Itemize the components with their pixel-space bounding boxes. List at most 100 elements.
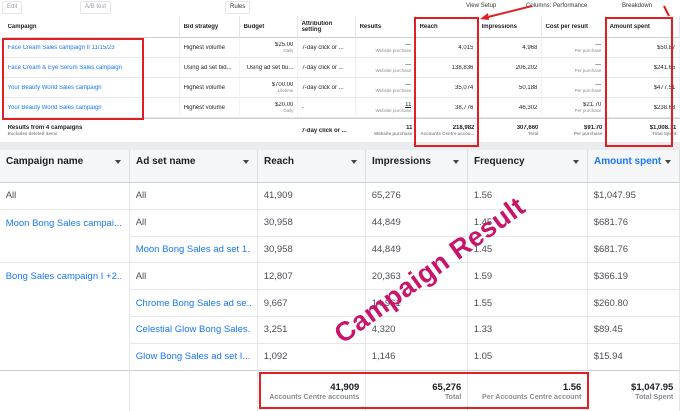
cell-subtext: Per purchase bbox=[574, 88, 602, 93]
cell-text: — bbox=[595, 62, 602, 68]
cell: $21.70 Per purchase bbox=[542, 98, 606, 118]
breakdown-label: Breakdown bbox=[622, 3, 653, 9]
columns-button[interactable]: Columns: Performance bbox=[522, 1, 592, 12]
cell-text: 35,074 bbox=[455, 84, 474, 91]
dropdown-icon[interactable] bbox=[243, 160, 249, 164]
edit-label: Edit bbox=[7, 4, 18, 10]
cell: All bbox=[130, 263, 258, 291]
cell: 1,146 bbox=[366, 343, 468, 371]
cell-text: 1.05 bbox=[473, 351, 493, 363]
cell: 3,251 bbox=[258, 317, 366, 344]
cell: 38,776 bbox=[416, 98, 478, 118]
cell-text: $681.76 bbox=[593, 217, 629, 229]
ab-test-label: A/B test bbox=[85, 4, 107, 10]
cell-subtext: Per Accounts Centre account bbox=[482, 392, 582, 401]
breakdown-button[interactable]: Breakdown bbox=[618, 1, 657, 12]
cell: — Per purchase bbox=[542, 58, 606, 78]
cell: All bbox=[0, 183, 130, 210]
cell bbox=[180, 118, 240, 142]
cell: All bbox=[130, 209, 258, 237]
cell: 30,958 bbox=[258, 236, 366, 264]
cell bbox=[0, 236, 130, 264]
cell-text: $1,047.95 bbox=[631, 381, 674, 393]
cell-text: Attribution setting bbox=[301, 20, 333, 33]
cell: 44,849 bbox=[366, 209, 468, 237]
dropdown-icon[interactable] bbox=[665, 160, 671, 164]
cell-text: 1.45 bbox=[473, 217, 493, 229]
dropdown-icon[interactable] bbox=[453, 160, 459, 164]
cell: $241.65 bbox=[606, 58, 680, 78]
cell-subtext: Per purchase bbox=[574, 68, 602, 73]
cell: 4,320 bbox=[366, 317, 468, 344]
cell-text: 1.59 bbox=[473, 270, 493, 282]
cell: 1,092 bbox=[258, 343, 366, 371]
cell-text: Glow Bong Sales ad set I... bbox=[135, 351, 251, 363]
cell-text: — bbox=[595, 82, 602, 88]
cell: 1.33 bbox=[468, 317, 588, 344]
cell-text: 7-day click or ... bbox=[301, 44, 344, 51]
cell-text: $700.00 bbox=[271, 82, 294, 88]
dropdown-icon[interactable] bbox=[351, 160, 357, 164]
cell: Reach bbox=[416, 16, 478, 38]
cell: Amount spent bbox=[606, 16, 680, 38]
cell: 65,276 bbox=[366, 183, 468, 210]
cell-subtext: Website purchase bbox=[375, 88, 412, 93]
cell-subtext: Website purchase bbox=[375, 48, 412, 53]
cell: 11 Website purchase bbox=[356, 118, 416, 142]
cell-text: Moon Bong Sales ad set 1... bbox=[135, 243, 252, 255]
cell: $260.80 bbox=[588, 290, 680, 317]
cell-text: 1,146 bbox=[371, 351, 396, 363]
dropdown-icon[interactable] bbox=[573, 160, 579, 164]
cell: 1.59 bbox=[468, 263, 588, 291]
dropdown-icon[interactable] bbox=[115, 160, 121, 164]
cell: $91.70 Per purchase bbox=[542, 118, 606, 142]
cell: 35,074 bbox=[416, 78, 478, 98]
ab-test-button[interactable]: A/B test bbox=[80, 1, 112, 14]
cell-text: Using ad set bu... bbox=[246, 64, 294, 71]
cell-text: — bbox=[405, 82, 412, 88]
cell-text: Reach bbox=[264, 156, 295, 167]
cell-subtext: Website purchase bbox=[375, 108, 412, 113]
cell-subtext: Total bbox=[527, 131, 539, 136]
cell-subtext: Total Spent bbox=[652, 131, 677, 136]
cell bbox=[0, 290, 130, 317]
cell-text: 9,667 bbox=[263, 297, 288, 309]
cell-text: 44,849 bbox=[371, 217, 401, 229]
cell-text: 4,968 bbox=[522, 44, 538, 51]
cell: Bid strategy bbox=[180, 16, 240, 38]
cell-text: All bbox=[135, 190, 147, 202]
cell: Celestial Glow Bong Sales... bbox=[130, 317, 258, 344]
cell: Glow Bong Sales ad set I... bbox=[130, 343, 258, 371]
cell: 7-day click or ... bbox=[298, 78, 356, 98]
view-setup[interactable]: View Setup bbox=[462, 1, 501, 12]
cell-subtext: Website purchase bbox=[375, 68, 412, 73]
cell-text: 46,302 bbox=[519, 104, 538, 111]
cell-text: 65,276 bbox=[432, 381, 462, 393]
rules-button[interactable]: Rules bbox=[225, 1, 251, 14]
cell-subtext: Accounts Centre accou... bbox=[420, 131, 475, 136]
cell: 206,202 bbox=[478, 58, 542, 78]
cell-text: Reach bbox=[419, 23, 438, 30]
cell-text: 41,909 bbox=[330, 381, 360, 393]
cell: $366.19 bbox=[588, 263, 680, 291]
cell-text: 12,807 bbox=[263, 270, 293, 282]
cell-subtext: Per purchase bbox=[574, 48, 602, 53]
cell-text: $477.51 bbox=[653, 84, 676, 91]
cell-text: Face Cream Sales campaign II 11/15/23 bbox=[7, 44, 115, 51]
cell: Budget bbox=[240, 16, 298, 38]
edit-button[interactable]: Edit bbox=[2, 1, 23, 14]
cell-text: 4,015 bbox=[458, 44, 474, 51]
cell-text: — bbox=[405, 42, 412, 48]
cell-subtext: Total bbox=[444, 392, 462, 401]
cell-text: $1,047.95 bbox=[593, 190, 636, 202]
cell: $15.94 bbox=[588, 343, 680, 371]
cell: — Per purchase bbox=[542, 78, 606, 98]
cell bbox=[240, 118, 298, 142]
cell-subtext: Daily bbox=[283, 48, 294, 53]
cell: 1.05 bbox=[468, 343, 588, 371]
cell-text: 30,958 bbox=[263, 243, 293, 255]
cell-text: $25.00 bbox=[275, 42, 294, 48]
cell-text: Bid strategy bbox=[183, 23, 219, 30]
cell-text: Highest volume bbox=[183, 44, 225, 51]
cell-text: $15.94 bbox=[593, 351, 623, 363]
